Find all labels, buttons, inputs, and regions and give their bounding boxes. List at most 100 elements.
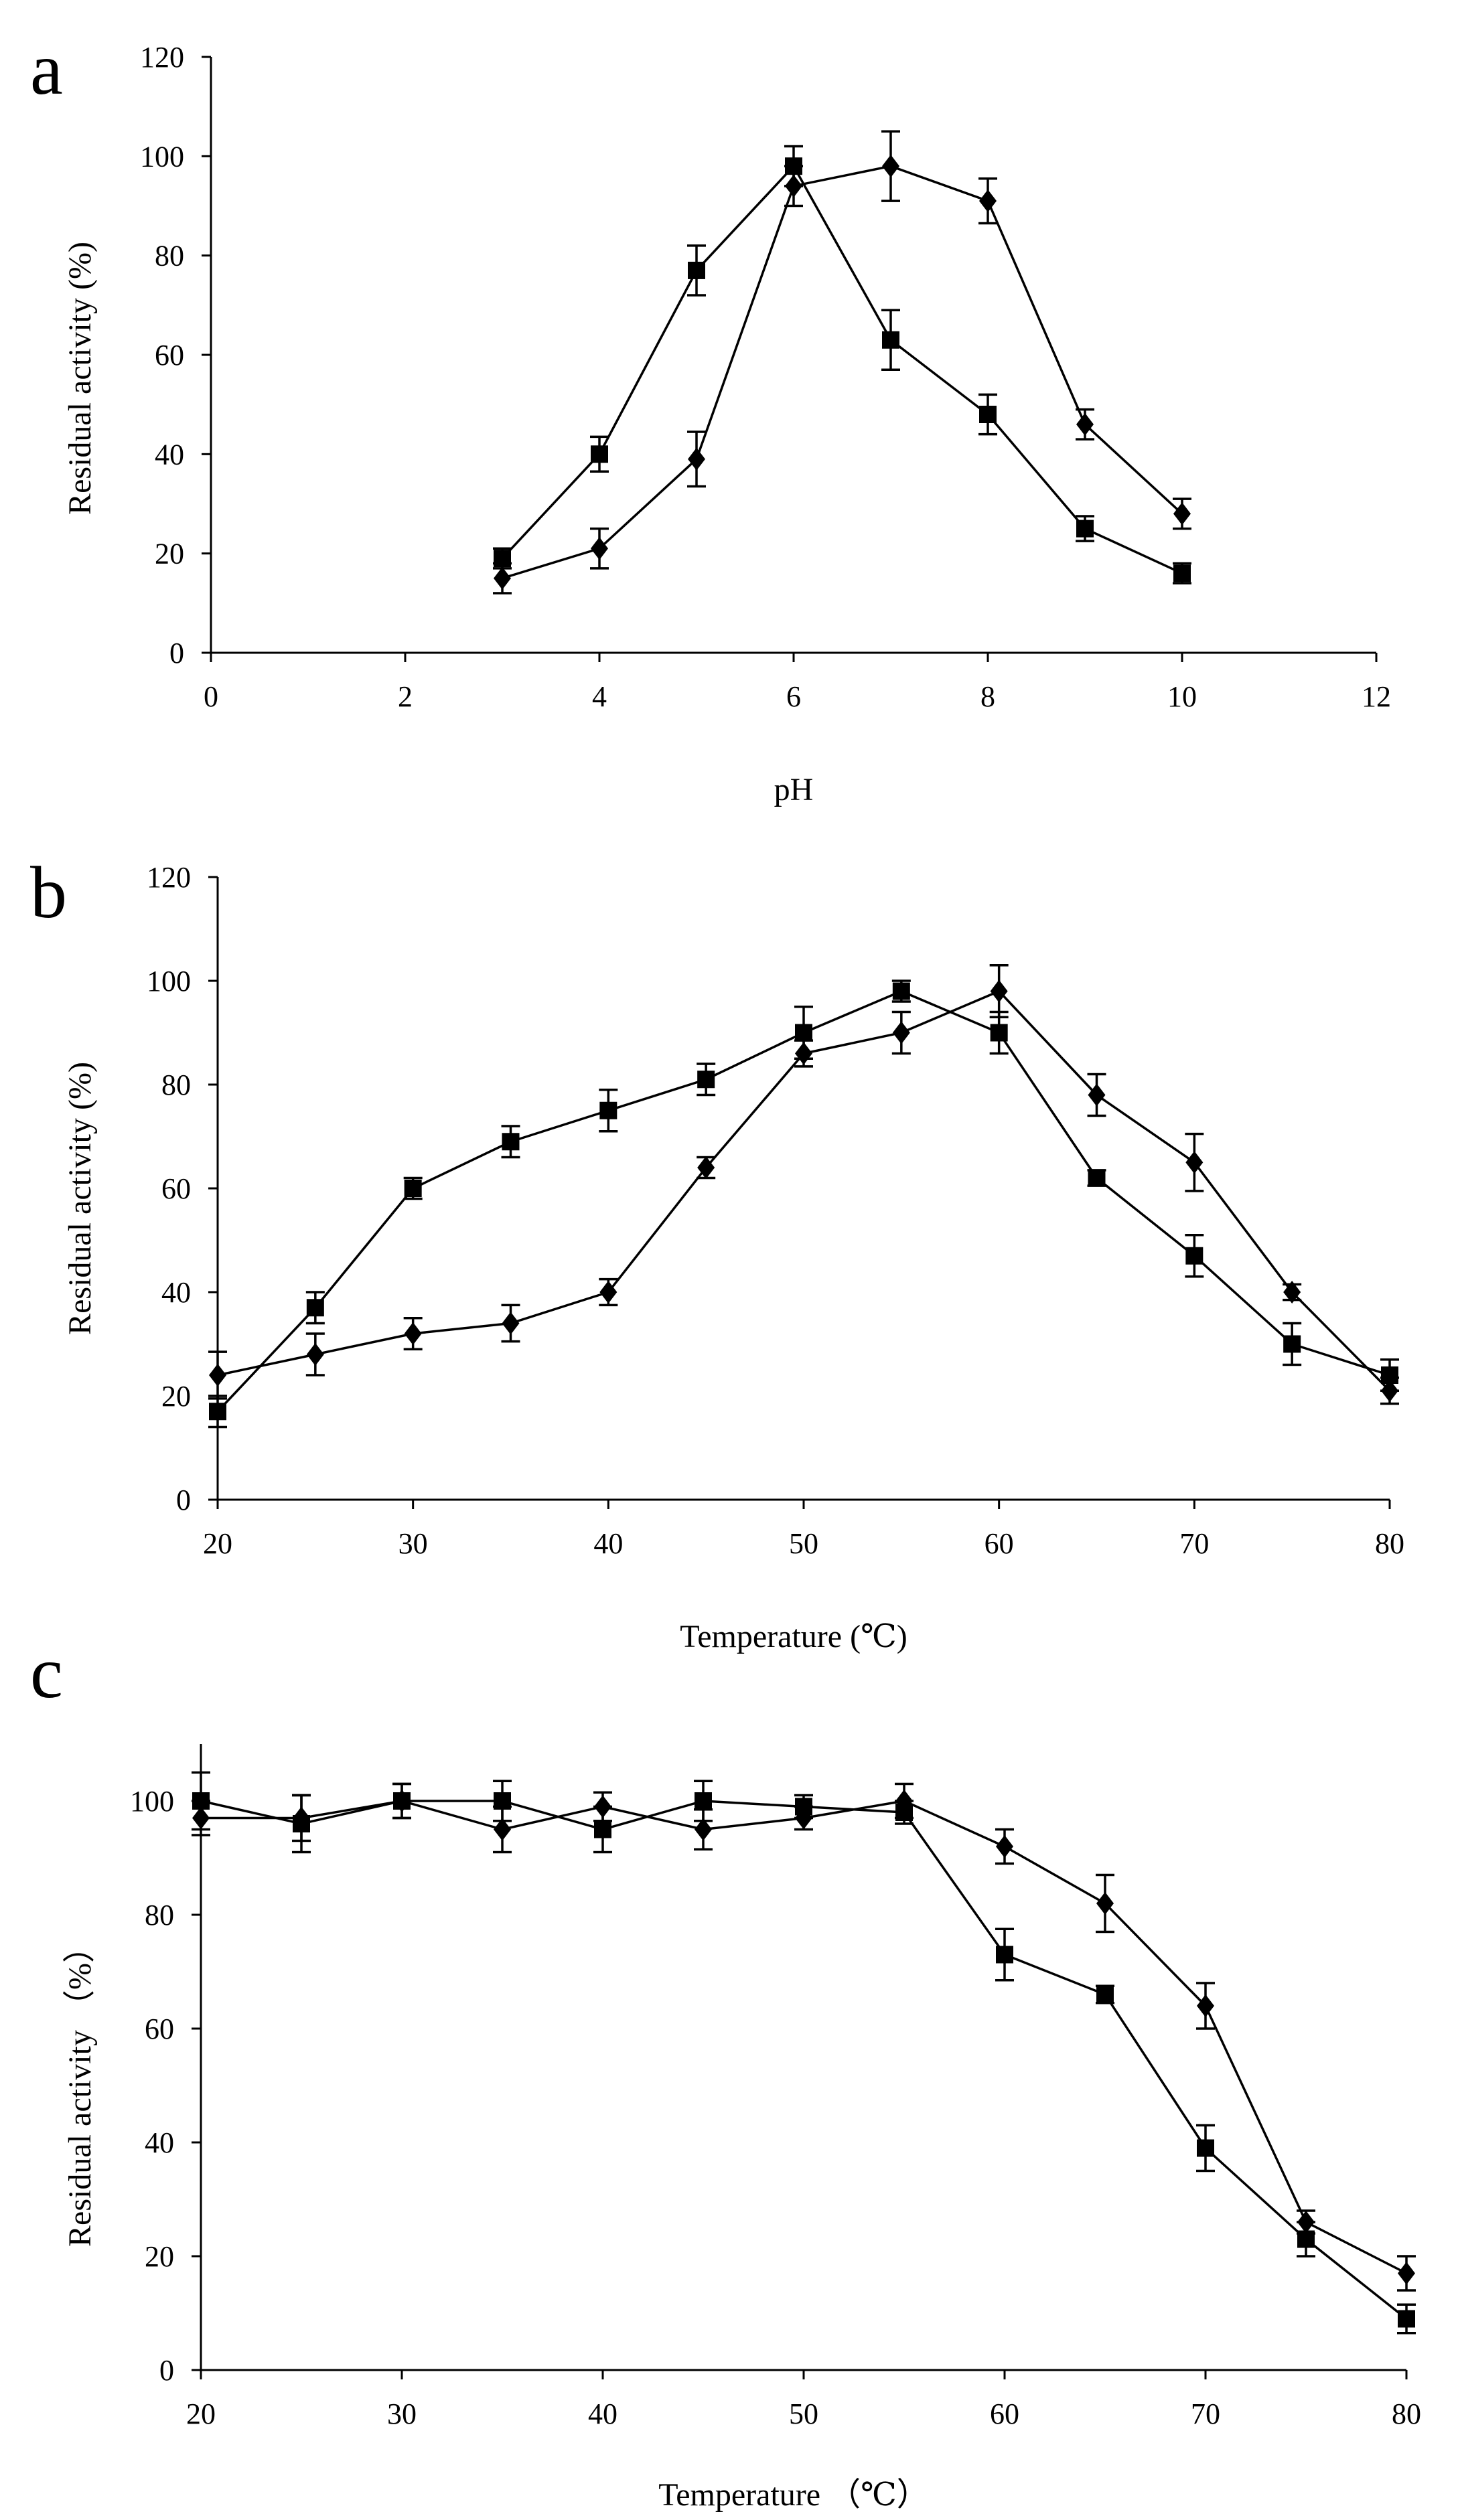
data-point-diamond — [795, 1042, 812, 1065]
tick-labels: 0 20 40 60 80 100 120 20 30 40 50 60 70 80 — [147, 861, 1404, 1560]
y-tick-label: 80 — [161, 1069, 191, 1101]
data-point-diamond — [785, 174, 802, 198]
x-tick-label: 4 — [592, 680, 607, 713]
data-point-diamond — [795, 1806, 812, 1830]
y-axis-title: Residual activity (%) — [62, 242, 98, 515]
x-tick-label: 6 — [786, 680, 801, 713]
data-point-square — [591, 445, 608, 463]
x-tick-label: 10 — [1167, 680, 1197, 713]
data-point-square — [1173, 564, 1191, 582]
data-point-diamond — [494, 566, 511, 590]
data-point-square — [594, 1820, 611, 1838]
y-tick-label: 40 — [155, 438, 184, 471]
data-point-diamond — [979, 189, 997, 213]
data-point-diamond — [1076, 412, 1094, 436]
y-tick-label: 120 — [147, 861, 191, 894]
data-point-diamond — [1283, 1281, 1301, 1304]
data-point-diamond — [1197, 1994, 1214, 2017]
data-point-square — [404, 1180, 422, 1197]
x-tick-label: 80 — [1375, 1527, 1404, 1560]
series-line-diamond — [502, 165, 1183, 580]
x-axis-title: Temperature （℃） — [658, 2477, 929, 2513]
data-point-square — [795, 1024, 812, 1042]
data-point-diamond — [404, 1322, 422, 1345]
tick-labels: 0 20 40 60 80 100 120 0 2 4 6 8 10 12 — [140, 41, 1391, 713]
x-tick-label: 70 — [1179, 1527, 1209, 1560]
tick-labels: 0 20 40 60 80 100 20 30 40 50 60 70 80 — [130, 1785, 1421, 2430]
x-tick-label: 20 — [203, 1527, 232, 1560]
data-point-square — [1197, 2139, 1214, 2157]
data-point-diamond — [1297, 2211, 1315, 2233]
data-point-diamond — [293, 1806, 310, 1830]
x-tick-label: 70 — [1191, 2397, 1220, 2430]
x-axis-title: Temperature (℃) — [680, 1619, 907, 1654]
data-point-diamond — [209, 1364, 226, 1387]
data-point-diamond — [892, 1021, 910, 1044]
x-tick-label: 2 — [398, 680, 413, 713]
x-tick-label: 40 — [593, 1527, 623, 1560]
data-point-square — [697, 1071, 715, 1089]
y-tick-label: 20 — [161, 1380, 191, 1413]
y-tick-label: 60 — [155, 339, 184, 372]
y-tick-label: 80 — [155, 240, 184, 272]
data-point-square — [1185, 1247, 1204, 1265]
y-tick-label: 80 — [145, 1899, 174, 1932]
data-point-diamond — [697, 1156, 715, 1179]
y-tick-label: 0 — [176, 1484, 191, 1516]
y-tick-label: 100 — [140, 140, 184, 173]
data-point-diamond — [1088, 1083, 1106, 1107]
y-tick-label: 0 — [169, 637, 184, 670]
data-point-diamond — [393, 1790, 411, 1812]
data-point-square — [990, 1024, 1008, 1042]
data-point-square — [1398, 2310, 1415, 2328]
x-tick-label: 60 — [985, 1527, 1014, 1560]
data-point-diamond — [895, 1790, 913, 1812]
x-tick-label: 40 — [588, 2397, 617, 2430]
panel-b: b 0 20 40 60 80 100 120 20 30 40 50 60 70 80 Temperat… — [30, 852, 1404, 1654]
data-point-diamond — [1381, 1379, 1398, 1403]
data-point-diamond — [1173, 502, 1191, 526]
y-tick-label: 100 — [130, 1785, 174, 1818]
data-point-square — [599, 1101, 617, 1119]
plot-area — [202, 56, 1378, 662]
data-point-square — [996, 1946, 1013, 1964]
y-tick-label: 120 — [140, 41, 184, 74]
data-point-diamond — [996, 1835, 1013, 1858]
panel-a: a 0 20 40 60 80 100 120 0 2 4 6 8 10 12 pH Residual a… — [30, 28, 1391, 807]
data-point-square — [695, 1792, 712, 1810]
data-point-diamond — [1096, 1892, 1114, 1915]
x-tick-label: 60 — [990, 2397, 1019, 2430]
data-point-diamond — [192, 1806, 210, 1830]
y-tick-label: 40 — [145, 2126, 174, 2159]
y-tick-label: 20 — [145, 2240, 174, 2273]
plot-area — [208, 876, 1399, 1509]
x-axis-title: pH — [774, 772, 814, 807]
data-point-square — [1076, 520, 1094, 538]
panel-label: a — [30, 28, 63, 110]
series-line-square — [200, 1800, 1408, 2320]
data-point-diamond — [1185, 1151, 1204, 1174]
data-point-square — [688, 261, 705, 279]
data-point-diamond — [688, 447, 705, 471]
y-tick-label: 60 — [161, 1172, 191, 1205]
data-point-square — [882, 331, 899, 349]
data-point-diamond — [494, 1818, 511, 1841]
y-tick-label: 40 — [161, 1276, 191, 1309]
y-tick-label: 0 — [159, 2354, 174, 2387]
x-tick-label: 12 — [1362, 680, 1391, 713]
x-tick-label: 30 — [398, 1527, 428, 1560]
data-point-square — [502, 1133, 520, 1151]
x-tick-label: 80 — [1392, 2397, 1421, 2430]
x-tick-label: 30 — [387, 2397, 417, 2430]
data-point-diamond — [599, 1281, 617, 1304]
x-tick-label: 20 — [186, 2397, 216, 2430]
data-point-square — [306, 1299, 324, 1317]
data-point-square — [1096, 1986, 1114, 2003]
plot-area — [192, 1744, 1416, 2379]
panel-c: c 0 20 40 60 80 100 20 30 40 50 60 70 80 Temperature… — [30, 1632, 1421, 2513]
data-point-diamond — [591, 537, 608, 560]
data-point-diamond — [502, 1312, 520, 1335]
data-point-square — [1088, 1169, 1106, 1187]
y-tick-label: 100 — [147, 965, 191, 998]
series-line-square — [501, 164, 1183, 574]
